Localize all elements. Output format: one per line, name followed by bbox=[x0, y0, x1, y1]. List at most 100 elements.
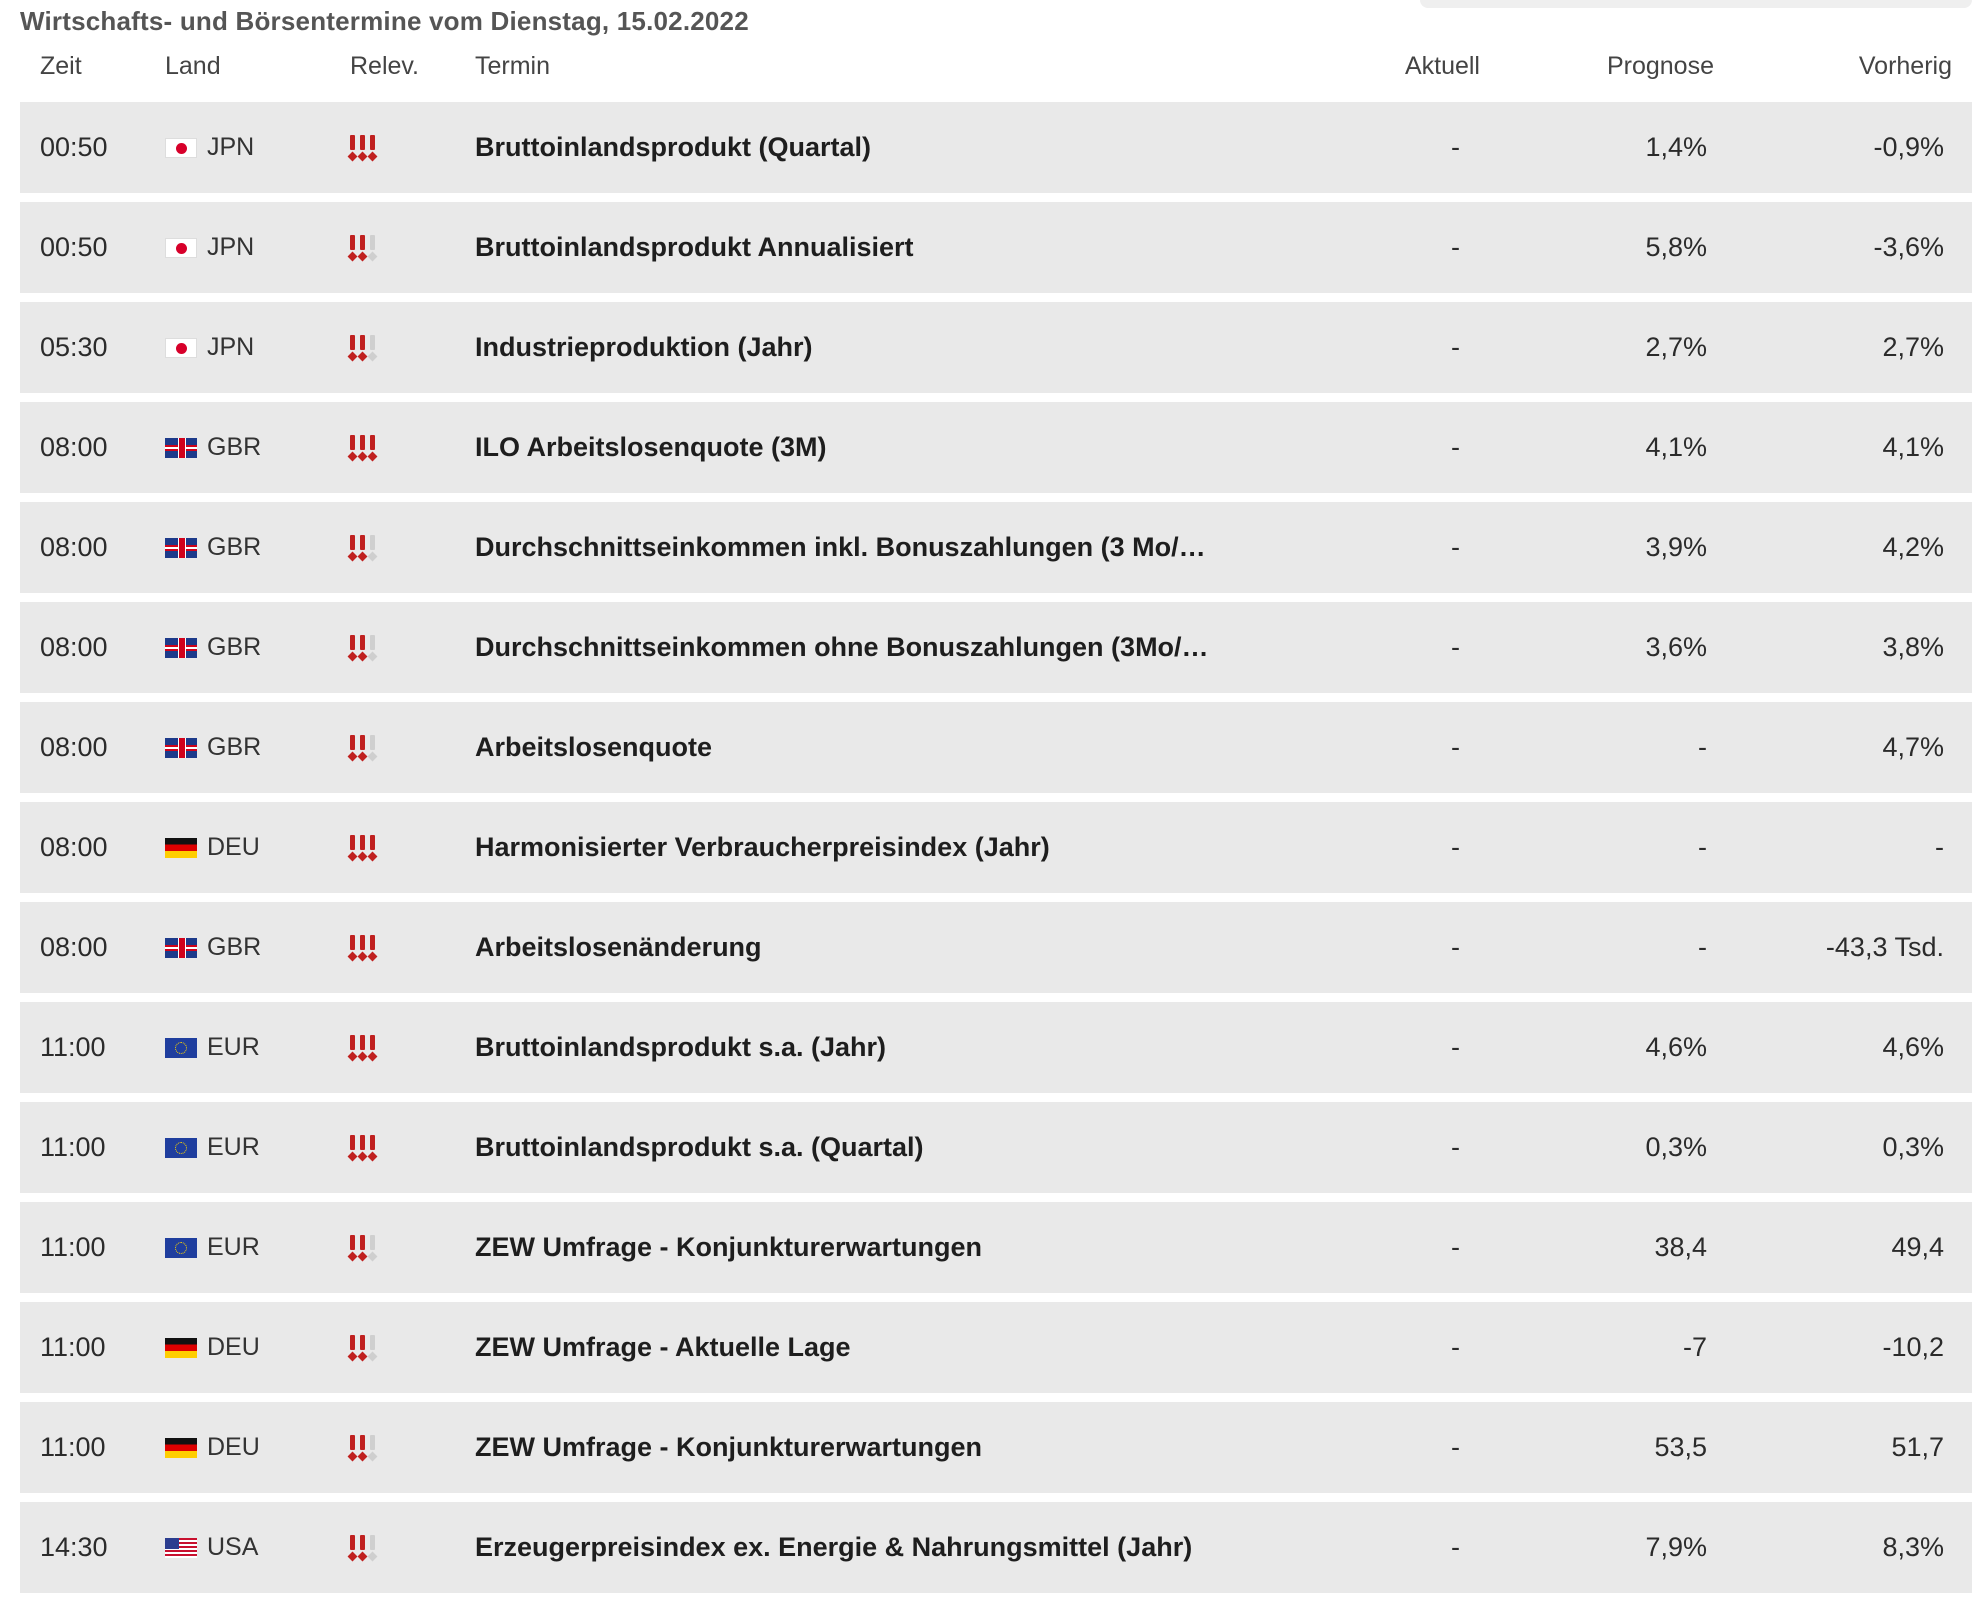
row-time: 00:50 bbox=[40, 132, 108, 162]
row-actual: - bbox=[1451, 332, 1460, 362]
flag-gb-icon bbox=[165, 437, 197, 458]
table-row[interactable]: 11:00 EUR Bruttoinlandsprodukt s.a. (Quart… bbox=[20, 1102, 1972, 1193]
row-previous: 4,1% bbox=[1882, 432, 1944, 462]
table-row[interactable]: 00:50 JPN Bruttoinlandsprodukt Annualisier… bbox=[20, 202, 1972, 293]
relevance-mark-icon bbox=[350, 935, 355, 959]
row-land: DEU bbox=[165, 1402, 260, 1493]
relevance-mark-icon bbox=[360, 635, 365, 659]
row-land: GBR bbox=[165, 402, 261, 493]
relevance-indicator bbox=[350, 1002, 375, 1066]
table-row[interactable]: 08:00 GBR Durchschnittseinkommen inkl. Bon… bbox=[20, 502, 1972, 593]
table-row[interactable]: 08:00 GBR Arbeitslosenänderung - - -43,3 Tsd. bbox=[20, 902, 1972, 993]
relevance-indicator bbox=[350, 1502, 375, 1566]
header-land[interactable]: Land bbox=[165, 52, 221, 80]
relevance-mark-icon bbox=[360, 1035, 365, 1059]
row-time: 08:00 bbox=[40, 632, 108, 662]
relevance-indicator bbox=[350, 102, 375, 166]
row-land: EUR bbox=[165, 1002, 260, 1093]
relevance-mark-icon bbox=[360, 935, 365, 959]
table-row[interactable]: 11:00 DEU ZEW Umfrage - Aktuelle Lage - -7 -1… bbox=[20, 1302, 1972, 1393]
row-term[interactable]: Arbeitslosenquote bbox=[475, 732, 713, 762]
relevance-mark-icon bbox=[370, 735, 375, 759]
row-term[interactable]: Durchschnittseinkommen ohne Bonuszahlung… bbox=[475, 632, 1209, 662]
row-actual: - bbox=[1451, 1132, 1460, 1162]
table-row[interactable]: 11:00 DEU ZEW Umfrage - Konjunkturerwartun… bbox=[20, 1402, 1972, 1493]
relevance-indicator bbox=[350, 1102, 375, 1166]
row-term[interactable]: ZEW Umfrage - Konjunkturerwartungen bbox=[475, 1432, 983, 1462]
country-code: JPN bbox=[207, 133, 255, 161]
country-code: GBR bbox=[207, 433, 262, 461]
relevance-mark-icon bbox=[350, 1035, 355, 1059]
row-forecast: -7 bbox=[1682, 1332, 1707, 1362]
flag-eu-icon bbox=[165, 1137, 197, 1158]
header-relevance[interactable]: Relev. bbox=[350, 52, 420, 80]
row-term[interactable]: Bruttoinlandsprodukt s.a. (Jahr) bbox=[475, 1032, 887, 1062]
row-term[interactable]: ZEW Umfrage - Konjunkturerwartungen bbox=[475, 1232, 983, 1262]
row-actual: - bbox=[1451, 1532, 1460, 1562]
flag-eu-icon bbox=[165, 1037, 197, 1058]
row-land: JPN bbox=[165, 302, 254, 393]
row-previous: 4,6% bbox=[1882, 1032, 1944, 1062]
row-previous: 3,8% bbox=[1882, 632, 1944, 662]
row-time: 11:00 bbox=[40, 1132, 106, 1162]
row-term[interactable]: ILO Arbeitslosenquote (3M) bbox=[475, 432, 827, 462]
relevance-indicator bbox=[350, 1402, 375, 1466]
flag-jp-icon bbox=[165, 237, 197, 258]
row-time: 11:00 bbox=[40, 1232, 106, 1262]
row-term[interactable]: ZEW Umfrage - Aktuelle Lage bbox=[475, 1332, 851, 1362]
row-forecast: 0,3% bbox=[1645, 1132, 1707, 1162]
row-term[interactable]: Bruttoinlandsprodukt s.a. (Quartal) bbox=[475, 1132, 924, 1162]
row-actual: - bbox=[1451, 732, 1460, 762]
header-time[interactable]: Zeit bbox=[40, 52, 82, 80]
header-term[interactable]: Termin bbox=[475, 52, 551, 80]
row-time: 14:30 bbox=[40, 1532, 108, 1562]
flag-us-icon bbox=[165, 1537, 197, 1558]
row-forecast: 3,9% bbox=[1645, 532, 1707, 562]
table-row[interactable]: 05:30 JPN Industrieproduktion (Jahr) - 2,7% 2… bbox=[20, 302, 1972, 393]
table-row[interactable]: 08:00 GBR Arbeitslosenquote - - 4,7% bbox=[20, 702, 1972, 793]
country-code: EUR bbox=[207, 1133, 260, 1161]
table-row[interactable]: 11:00 EUR ZEW Umfrage - Konjunkturerwartun… bbox=[20, 1202, 1972, 1293]
country-code: JPN bbox=[207, 233, 255, 261]
relevance-mark-icon bbox=[350, 135, 355, 159]
relevance-mark-icon bbox=[370, 235, 375, 259]
row-term[interactable]: Bruttoinlandsprodukt Annualisiert bbox=[475, 232, 914, 262]
row-previous: 51,7 bbox=[1891, 1432, 1944, 1462]
flag-jp-icon bbox=[165, 337, 197, 358]
row-time: 11:00 bbox=[40, 1432, 106, 1462]
row-term[interactable]: Bruttoinlandsprodukt (Quartal) bbox=[475, 132, 871, 162]
header-forecast[interactable]: Prognose bbox=[1606, 52, 1714, 80]
relevance-indicator bbox=[350, 702, 375, 766]
row-actual: - bbox=[1451, 432, 1460, 462]
row-previous: -0,9% bbox=[1873, 132, 1944, 162]
row-actual: - bbox=[1451, 1332, 1460, 1362]
row-term[interactable]: Erzeugerpreisindex ex. Energie & Nahrung… bbox=[475, 1532, 1193, 1562]
table-row[interactable]: 08:00 GBR Durchschnittseinkommen ohne Bonu… bbox=[20, 602, 1972, 693]
relevance-indicator bbox=[350, 1302, 375, 1366]
row-term[interactable]: Arbeitslosenänderung bbox=[475, 932, 762, 962]
table-row[interactable]: 14:30 USA Erzeugerpreisindex ex. Energie &… bbox=[20, 1502, 1972, 1593]
relevance-mark-icon bbox=[360, 135, 365, 159]
row-forecast: 38,4 bbox=[1654, 1232, 1707, 1262]
country-code: GBR bbox=[207, 633, 262, 661]
table-row[interactable]: 11:00 EUR Bruttoinlandsprodukt s.a. (Jahr)… bbox=[20, 1002, 1972, 1093]
relevance-mark-icon bbox=[350, 835, 355, 859]
row-term[interactable]: Industrieproduktion (Jahr) bbox=[475, 332, 813, 362]
table-row[interactable]: 00:50 JPN Bruttoinlandsprodukt (Quartal) - 1… bbox=[20, 102, 1972, 193]
row-term[interactable]: Harmonisierter Verbraucherpreisindex (Ja… bbox=[475, 832, 1050, 862]
table-row[interactable]: 08:00 DEU Harmonisierter Verbraucherpreisi… bbox=[20, 802, 1972, 893]
row-term[interactable]: Durchschnittseinkommen inkl. Bonuszahlun… bbox=[475, 532, 1206, 562]
row-forecast: 53,5 bbox=[1654, 1432, 1707, 1462]
row-land: EUR bbox=[165, 1102, 260, 1193]
row-previous: - bbox=[1935, 832, 1944, 862]
row-previous: 8,3% bbox=[1882, 1532, 1944, 1562]
relevance-mark-icon bbox=[370, 1535, 375, 1559]
table-row[interactable]: 08:00 GBR ILO Arbeitslosenquote (3M) - 4,1% 4… bbox=[20, 402, 1972, 493]
country-code: GBR bbox=[207, 933, 262, 961]
header-previous[interactable]: Vorherig bbox=[1858, 52, 1952, 80]
relevance-mark-icon bbox=[370, 135, 375, 159]
row-forecast: 3,6% bbox=[1645, 632, 1707, 662]
row-forecast: 1,4% bbox=[1645, 132, 1707, 162]
relevance-mark-icon bbox=[360, 535, 365, 559]
header-actual[interactable]: Aktuell bbox=[1404, 52, 1480, 80]
